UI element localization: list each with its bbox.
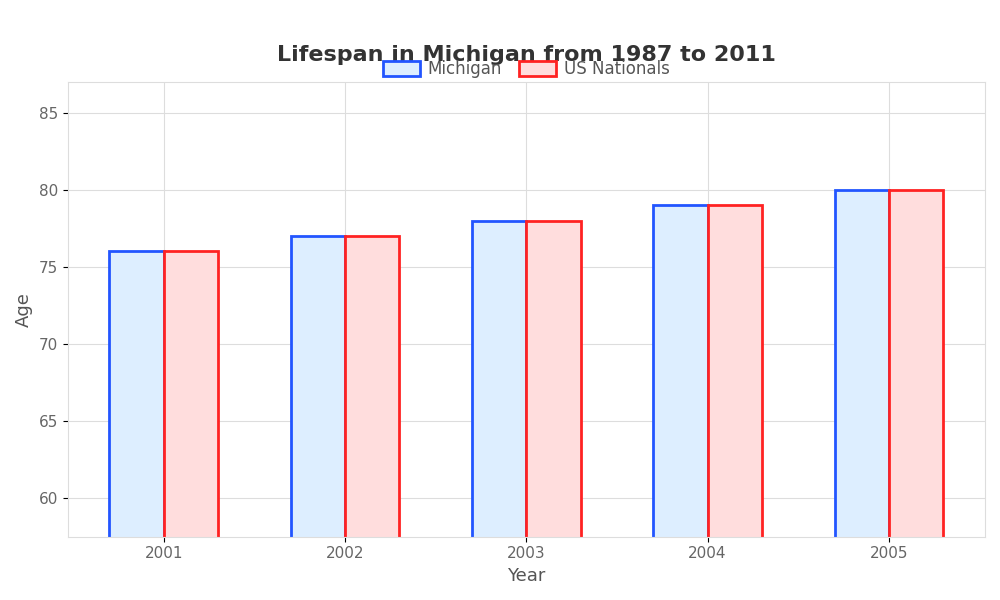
Bar — [345, 236, 399, 600]
Bar — [472, 221, 526, 600]
Bar — [889, 190, 943, 600]
Bar — [109, 251, 164, 600]
Y-axis label: Age: Age — [15, 292, 33, 327]
Bar — [835, 190, 889, 600]
Legend: Michigan, US Nationals: Michigan, US Nationals — [376, 54, 676, 85]
Bar — [653, 205, 708, 600]
Title: Lifespan in Michigan from 1987 to 2011: Lifespan in Michigan from 1987 to 2011 — [277, 45, 776, 65]
Bar — [708, 205, 762, 600]
Bar — [291, 236, 345, 600]
Bar — [526, 221, 581, 600]
X-axis label: Year: Year — [507, 567, 546, 585]
Bar — [164, 251, 218, 600]
